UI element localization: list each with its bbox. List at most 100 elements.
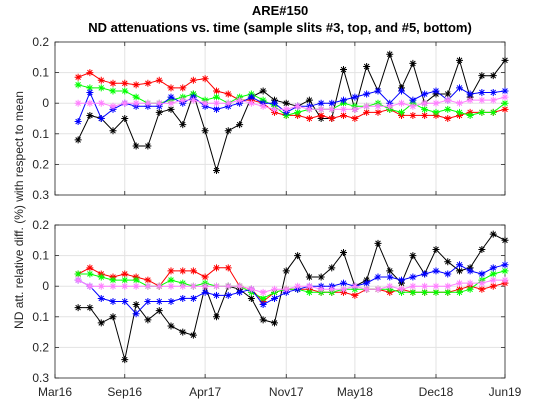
data-point <box>224 90 232 98</box>
data-point <box>97 76 105 84</box>
data-point <box>398 108 406 116</box>
data-point <box>456 84 464 92</box>
data-point <box>501 236 509 244</box>
y-tick-label: 0 <box>42 96 49 110</box>
data-point <box>478 270 486 278</box>
data-point <box>167 267 175 275</box>
series-line <box>77 52 506 173</box>
x-tick-label: Mar16 <box>38 385 72 399</box>
y-tick-label: 0.1 <box>32 66 49 80</box>
data-point <box>189 294 197 302</box>
chart-title: ARE#150 <box>252 3 308 18</box>
data-point <box>189 331 197 339</box>
data-point <box>489 264 497 272</box>
data-point <box>374 102 382 110</box>
data-point <box>444 115 452 122</box>
data-point <box>121 356 129 364</box>
data-point <box>374 273 382 281</box>
data-point <box>489 270 497 278</box>
data-point <box>213 87 220 95</box>
data-point <box>121 115 129 122</box>
x-tick-label: Dec18 <box>419 385 454 399</box>
data-point <box>247 294 255 302</box>
data-point <box>86 88 94 96</box>
y-tick-label: 0.1 <box>32 249 49 263</box>
data-point <box>213 313 220 321</box>
data-point <box>259 294 267 302</box>
data-point <box>478 108 486 116</box>
data-point <box>409 252 417 260</box>
data-point <box>466 285 474 293</box>
data-point <box>374 87 382 95</box>
data-point <box>167 276 175 284</box>
data-point <box>189 282 197 290</box>
data-point <box>478 279 486 287</box>
data-point <box>409 282 417 290</box>
data-point <box>421 288 429 296</box>
data-point <box>363 108 371 116</box>
data-point <box>213 93 220 101</box>
data-point <box>213 264 220 272</box>
data-point <box>501 276 509 284</box>
data-point <box>398 276 406 284</box>
data-point <box>305 282 313 290</box>
data-point <box>456 267 464 275</box>
y-tick-label: 0.2 <box>32 157 49 171</box>
data-point <box>201 282 209 290</box>
data-point <box>86 69 94 77</box>
data-point <box>259 316 267 324</box>
data-point <box>489 230 497 238</box>
data-point <box>489 96 497 104</box>
data-point <box>109 282 117 290</box>
series-line <box>78 233 506 360</box>
data-point <box>213 291 220 299</box>
data-point <box>351 282 359 290</box>
data-point <box>444 258 452 266</box>
data-point <box>466 96 474 104</box>
data-point <box>305 96 313 104</box>
data-point <box>236 288 244 296</box>
data-point <box>317 111 325 119</box>
data-point <box>259 288 267 296</box>
data-point <box>317 285 325 293</box>
data-point <box>189 96 197 104</box>
data-point <box>97 319 105 327</box>
data-point <box>501 261 509 269</box>
data-point <box>224 127 232 135</box>
data-point <box>432 87 440 95</box>
data-point <box>74 118 82 126</box>
series-line <box>77 72 506 120</box>
data-point <box>132 142 140 150</box>
data-point <box>340 279 347 287</box>
data-point <box>179 328 187 336</box>
data-point <box>167 322 175 330</box>
data-point <box>351 105 359 113</box>
data-point <box>444 288 452 296</box>
data-point <box>282 99 290 107</box>
data-point <box>478 245 486 253</box>
data-point <box>351 115 359 122</box>
data-point <box>386 282 394 290</box>
data-point <box>466 267 474 275</box>
data-point <box>386 50 394 58</box>
data-point <box>271 294 279 302</box>
data-point <box>179 282 187 290</box>
data-point <box>86 264 94 272</box>
data-point <box>489 282 497 290</box>
data-point <box>121 298 129 305</box>
data-point <box>501 87 509 95</box>
data-point <box>409 273 417 281</box>
data-point <box>74 276 82 284</box>
data-point <box>132 99 140 107</box>
data-point <box>478 96 486 104</box>
data-point <box>374 285 382 293</box>
data-point <box>155 76 163 84</box>
data-point <box>305 288 313 296</box>
data-point <box>97 273 105 281</box>
data-point <box>363 90 371 98</box>
data-point <box>444 90 452 98</box>
data-point <box>189 76 197 84</box>
data-point <box>421 99 429 107</box>
